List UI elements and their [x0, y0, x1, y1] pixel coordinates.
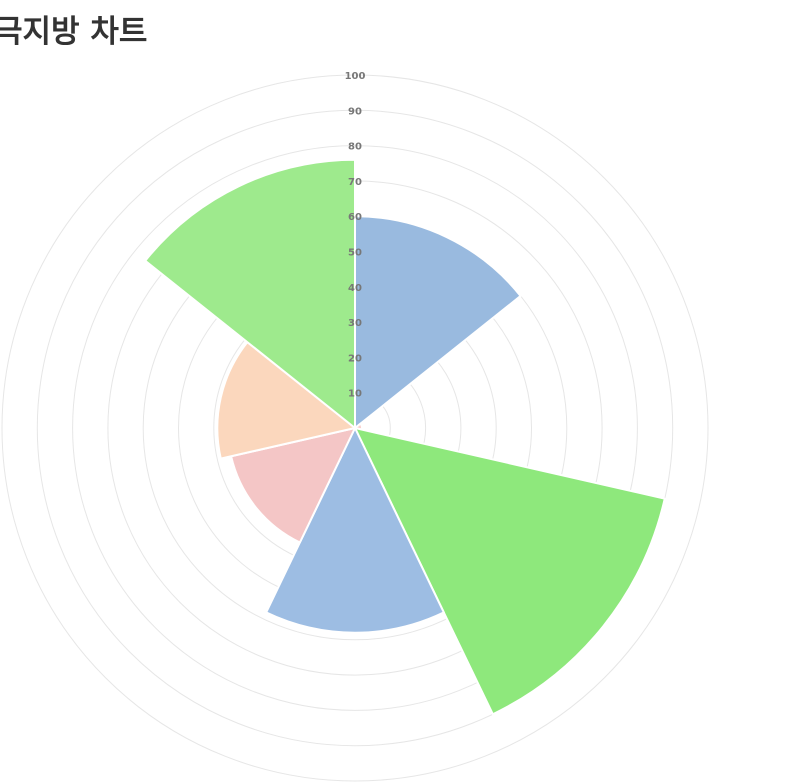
segment-layer: [144, 158, 666, 716]
polar-segment[interactable]: [144, 158, 356, 429]
r-tick-label: 100: [345, 71, 366, 82]
polar-segment[interactable]: [230, 427, 356, 544]
r-tick-label: 10: [348, 389, 362, 400]
page-title: 극지방 차트: [0, 14, 148, 50]
polar-segment[interactable]: [216, 341, 356, 460]
r-tick-label: 70: [348, 177, 362, 188]
grid-circle: [36, 109, 674, 747]
r-tick-label: 20: [348, 353, 362, 364]
polar-segment[interactable]: [354, 427, 666, 716]
r-tick-label: 60: [348, 212, 362, 223]
polar-segment[interactable]: [265, 427, 445, 634]
r-tick-label: 50: [348, 248, 362, 259]
r-tick-label: 30: [348, 318, 362, 329]
grid-circle: [1, 74, 709, 782]
r-tick-label: 80: [348, 142, 362, 153]
r-tick-label: 40: [348, 283, 362, 294]
grid-circle: [72, 145, 638, 711]
polar-segment[interactable]: [354, 215, 522, 429]
r-tick-label: 90: [348, 106, 362, 117]
tick-layer: 10 20 30 40 50 60 70 80 90 100: [345, 71, 366, 400]
